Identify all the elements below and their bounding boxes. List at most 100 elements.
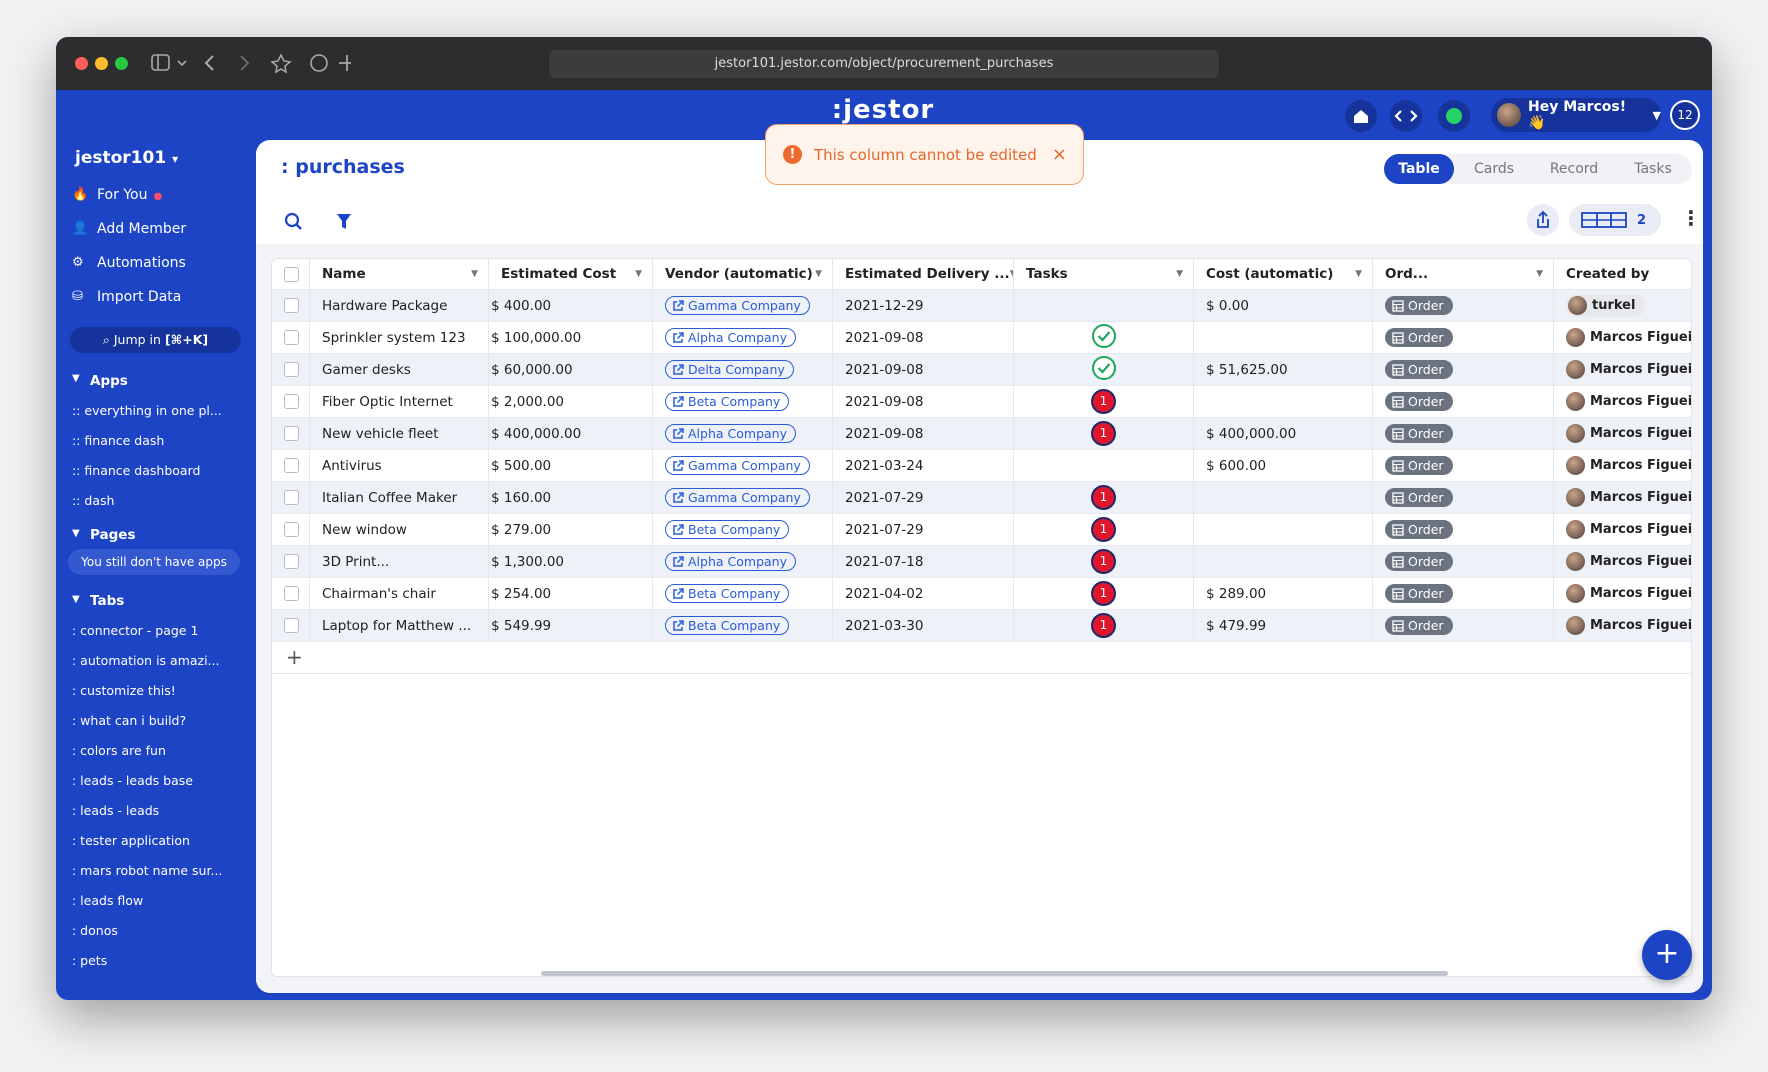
tab-item[interactable]: : customize this! [72, 683, 176, 698]
column-header[interactable]: Cost (automatic) ▼ [1194, 259, 1373, 289]
vendor-name: Beta Company [688, 586, 781, 601]
view-tab[interactable]: Cards [1473, 161, 1515, 177]
cell-text: Fiber Optic Internet [322, 393, 453, 410]
app-item[interactable]: :: dash [72, 493, 115, 508]
checkbox[interactable] [284, 490, 299, 505]
task-count[interactable]: 1 [1091, 581, 1116, 606]
checkbox[interactable] [284, 426, 299, 441]
tab-item[interactable]: : connector - page 1 [72, 623, 199, 638]
vendor-link[interactable]: Gamma Company [665, 488, 810, 507]
order-link[interactable]: Order [1385, 520, 1453, 539]
toast-close[interactable]: × [1051, 144, 1067, 165]
column-header[interactable]: Created by [1554, 259, 1691, 289]
table-row: New window $ 279.00 Beta Company 2021-07-29… [272, 514, 1691, 546]
checkbox[interactable] [284, 298, 299, 313]
order-link[interactable]: Order [1385, 296, 1453, 315]
order-link[interactable]: Order [1385, 424, 1453, 443]
tab-item[interactable]: : tester application [72, 833, 190, 848]
app-logo[interactable]: :jestor [831, 95, 935, 125]
vendor-link[interactable]: Alpha Company [665, 424, 796, 443]
order-link[interactable]: Order [1385, 392, 1453, 411]
app-item[interactable]: :: finance dash [72, 433, 165, 448]
jump-button[interactable]: ⌕ Jump in [⌘+K] [70, 327, 241, 353]
checkbox[interactable] [284, 554, 299, 569]
checkbox[interactable] [284, 394, 299, 409]
task-count[interactable]: 1 [1091, 485, 1116, 510]
checkbox[interactable] [284, 618, 299, 633]
tab-item[interactable]: : mars robot name sur... [72, 863, 223, 878]
task-count[interactable]: 1 [1091, 517, 1116, 542]
tab-item[interactable]: : leads - leads [72, 803, 160, 818]
tab-item[interactable]: : leads - leads base [72, 773, 193, 788]
table-cell: Beta Company [653, 578, 833, 609]
checkbox[interactable] [284, 330, 299, 345]
tab-item[interactable]: : donos [72, 923, 118, 938]
minimize-dot[interactable] [95, 57, 108, 70]
checkbox[interactable] [284, 266, 299, 282]
notification-badge[interactable]: 12 [1670, 100, 1700, 130]
vendor-link[interactable]: Delta Company [665, 360, 794, 379]
user-menu[interactable]: Hey Marcos! 👋 ▼ [1491, 98, 1661, 132]
order-link[interactable]: Order [1385, 360, 1453, 379]
tabs-heading[interactable]: Tabs [90, 593, 125, 609]
task-count[interactable]: 1 [1091, 389, 1116, 414]
table-cell: $ 100,000.00 [489, 322, 653, 353]
vendor-link[interactable]: Alpha Company [665, 552, 796, 571]
order-link[interactable]: Order [1385, 584, 1453, 603]
task-count[interactable]: 1 [1091, 549, 1116, 574]
app-item[interactable]: :: finance dashboard [72, 463, 201, 478]
column-header[interactable]: Estimated Cost ▼ [489, 259, 653, 289]
task-count[interactable]: 1 [1091, 613, 1116, 638]
columns-button[interactable]: 2 [1569, 204, 1661, 236]
vendor-link[interactable]: Alpha Company [665, 328, 796, 347]
nav-item[interactable]: Add Member [97, 221, 187, 237]
nav-item[interactable]: Automations [97, 255, 186, 271]
address-bar[interactable]: jestor101.jestor.com/object/procurement_… [549, 50, 1219, 78]
nav-item[interactable]: For You ● [97, 187, 163, 203]
checkbox[interactable] [284, 586, 299, 601]
table-cell: 2021-07-29 [833, 482, 1014, 513]
tab-item[interactable]: : pets [72, 953, 108, 968]
checkbox[interactable] [284, 362, 299, 377]
table-row: Hardware Package $ 400.00 Gamma Company 202… [272, 290, 1691, 322]
vendor-link[interactable]: Beta Company [665, 520, 790, 539]
collapse-sidebar[interactable]: ‹ [202, 993, 209, 1000]
column-header[interactable]: Vendor (automatic) ▼ [653, 259, 833, 289]
tab-item[interactable]: : what can i build? [72, 713, 187, 728]
checkbox[interactable] [284, 522, 299, 537]
pages-heading[interactable]: Pages [90, 527, 136, 543]
view-tab[interactable]: Table [1384, 154, 1454, 184]
nav-item[interactable]: Import Data [97, 289, 182, 305]
zoom-dot[interactable] [115, 57, 128, 70]
tab-item[interactable]: : automation is amazi... [72, 653, 220, 668]
share-button[interactable] [1527, 204, 1559, 236]
vendor-link[interactable]: Gamma Company [665, 296, 810, 315]
order-link[interactable]: Order [1385, 456, 1453, 475]
vendor-link[interactable]: Beta Company [665, 584, 790, 603]
close-dot[interactable] [75, 57, 88, 70]
view-tab[interactable]: Tasks [1634, 161, 1672, 177]
vendor-link[interactable]: Gamma Company [665, 456, 810, 475]
tab-item[interactable]: : colors are fun [72, 743, 166, 758]
add-row[interactable]: + [272, 642, 1691, 674]
column-header[interactable]: Tasks ▼ [1014, 259, 1194, 289]
vendor-link[interactable]: Beta Company [665, 616, 790, 635]
more-menu[interactable]: ⋮ [1681, 206, 1701, 230]
vendor-link[interactable]: Beta Company [665, 392, 790, 411]
task-count[interactable]: 1 [1091, 421, 1116, 446]
order-link[interactable]: Order [1385, 616, 1453, 635]
order-link[interactable]: Order [1385, 328, 1453, 347]
tab-item[interactable]: : leads flow [72, 893, 144, 908]
workspace-name[interactable]: jestor101 ▾ [75, 148, 178, 168]
column-header[interactable]: Estimated Delivery ...▼ [833, 259, 1014, 289]
column-header[interactable]: Ord... ▼ [1373, 259, 1554, 289]
horizontal-scrollbar[interactable] [541, 971, 1448, 976]
app-item[interactable]: :: everything in one pl... [72, 403, 222, 418]
order-link[interactable]: Order [1385, 552, 1453, 571]
add-fab[interactable]: + [1642, 930, 1692, 980]
order-link[interactable]: Order [1385, 488, 1453, 507]
apps-heading[interactable]: Apps [90, 373, 128, 389]
column-header[interactable]: Name ▼ [310, 259, 489, 289]
view-tab[interactable]: Record [1549, 161, 1599, 177]
checkbox[interactable] [284, 458, 299, 473]
